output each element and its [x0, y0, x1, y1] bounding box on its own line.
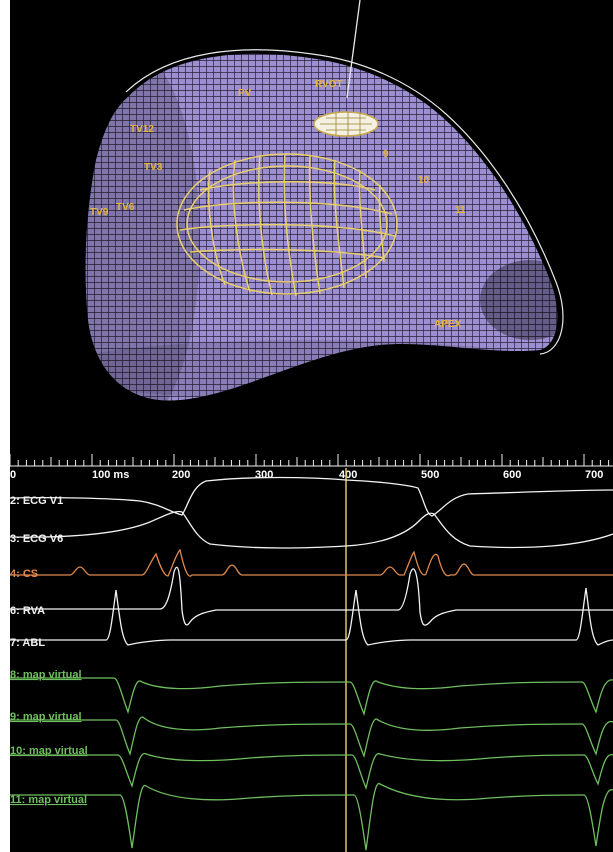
activation-region-mesh	[176, 153, 398, 297]
virtual-map-11-trace: 11: map virtual	[10, 783, 613, 851]
ruler-ticks	[10, 454, 610, 466]
map-label-rvot: RVOT	[315, 79, 343, 90]
map-label-point-9: 9	[383, 149, 389, 160]
channel-label-ecg-v6: 3: ECG V6	[10, 533, 63, 545]
virtual-map-9-trace: 9: map virtual	[10, 711, 613, 759]
figure-frame: PV RVOT TV12 TV3 TV9 TV6 9 10 11 APEX 0 …	[10, 0, 613, 852]
tick-label-0: 0	[10, 469, 16, 481]
tick-label-300: 300	[255, 469, 273, 481]
channel-label-virtual-11: 11: map virtual	[10, 794, 87, 806]
electrogram-panel: 0 100 ms 200 300 400 500 600 700 2: ECG …	[10, 454, 613, 852]
map-label-tv3: TV3	[144, 162, 163, 173]
ventricle-surface	[85, 53, 558, 401]
abl-trace: 7: ABL	[10, 587, 613, 649]
channel-label-abl: 7: ABL	[10, 637, 45, 649]
tick-label-400: 400	[339, 469, 357, 481]
channel-label-virtual-9: 9: map virtual	[10, 711, 82, 723]
channel-label-cs: 4: CS	[10, 568, 38, 580]
time-ruler: 0 100 ms 200 300 400 500 600 700	[10, 454, 613, 481]
channel-label-virtual-8: 8: map virtual	[10, 669, 82, 681]
map-label-tv12: TV12	[130, 124, 154, 135]
chamber-outline	[125, 49, 564, 355]
virtual-map-10-trace: 10: map virtual	[10, 745, 613, 791]
map-label-point-11: 11	[455, 205, 466, 216]
map-label-tv6: TV6	[116, 202, 135, 213]
tick-label-600: 600	[503, 469, 521, 481]
tick-label-500: 500	[421, 469, 439, 481]
channel-label-rva: 6: RVA	[10, 605, 45, 617]
ecg-v6-trace: 3: ECG V6	[10, 510, 613, 549]
map-label-apex: APEX	[434, 319, 462, 330]
map-label-point-10: 10	[418, 175, 430, 186]
rvot-highlight	[313, 111, 379, 137]
tick-label-700: 700	[585, 469, 603, 481]
catheter-line	[346, 0, 361, 99]
ventricle-map-view: PV RVOT TV12 TV3 TV9 TV6 9 10 11 APEX	[85, 0, 564, 401]
channel-label-virtual-10: 10: map virtual	[10, 745, 88, 757]
map-label-tv9: TV9	[90, 207, 109, 218]
ecg-v1-trace: 2: ECG V1	[10, 476, 613, 517]
channel-label-ecg-v1: 2: ECG V1	[10, 495, 63, 507]
map-label-pv: PV	[238, 88, 252, 99]
rva-trace: 6: RVA	[10, 566, 613, 626]
tick-label-200: 200	[172, 469, 190, 481]
cs-trace: 4: CS	[10, 548, 613, 580]
map-label-layer: PV RVOT TV12 TV3 TV9 TV6 9 10 11 APEX	[90, 79, 466, 330]
tick-label-100: 100 ms	[92, 469, 129, 481]
virtual-map-8-trace: 8: map virtual	[10, 669, 613, 717]
